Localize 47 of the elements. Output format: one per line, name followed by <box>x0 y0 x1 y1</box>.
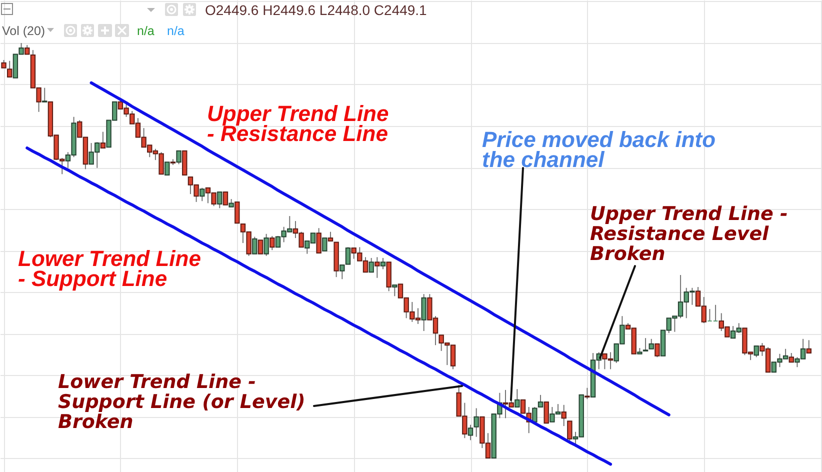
candlestick <box>200 187 205 202</box>
candlestick <box>42 87 48 102</box>
candlestick <box>322 238 328 252</box>
candlestick <box>217 191 222 209</box>
candlestick <box>328 231 334 242</box>
candlestick <box>374 256 380 278</box>
candlestick <box>340 264 345 280</box>
candlestick <box>380 257 386 270</box>
candlestick <box>654 343 660 358</box>
candlestick <box>100 131 106 148</box>
candlestick <box>788 352 794 363</box>
candlestick <box>7 60 12 78</box>
annotation: Price moved back into the channel <box>482 127 716 172</box>
candlestick <box>252 236 258 254</box>
candlestick <box>164 162 170 176</box>
candlestick <box>642 338 648 352</box>
candlestick <box>368 257 374 273</box>
annotation: Upper Trend Line - Resistance Line <box>207 101 389 146</box>
candlestick <box>538 394 544 408</box>
candlestick <box>222 191 228 206</box>
candlestick <box>316 228 322 254</box>
annotation: Upper Trend Line - Resistance Level Broken <box>590 203 788 265</box>
candlestick <box>270 235 275 251</box>
candlestick <box>806 340 812 354</box>
annotation: Lower Trend Line - Support Line (or Level) Broken <box>58 371 306 433</box>
candlestick <box>648 338 654 350</box>
text: n/a <box>167 24 184 38</box>
annotation: Lower Trend Line - Support Line <box>18 246 201 291</box>
candlestick <box>468 424 474 441</box>
candlestick <box>24 44 30 55</box>
candlestick <box>532 406 538 422</box>
candlestick <box>234 201 240 224</box>
text: n/a <box>137 24 154 38</box>
candlestick <box>474 408 479 438</box>
candlestick <box>258 240 264 254</box>
candlestick <box>264 233 269 256</box>
candlestick <box>754 345 759 358</box>
text: O2449.6 H2449.6 L2448.0 C2449.1 <box>205 2 428 18</box>
text: Vol (20) <box>2 24 46 38</box>
candlestick <box>176 150 182 165</box>
candlestick <box>584 387 590 400</box>
candlestick <box>421 294 426 332</box>
candlestick <box>392 284 398 297</box>
candlestick <box>514 388 520 408</box>
candlestick <box>561 404 566 427</box>
candlestick <box>544 401 549 424</box>
candlestick <box>345 246 351 265</box>
